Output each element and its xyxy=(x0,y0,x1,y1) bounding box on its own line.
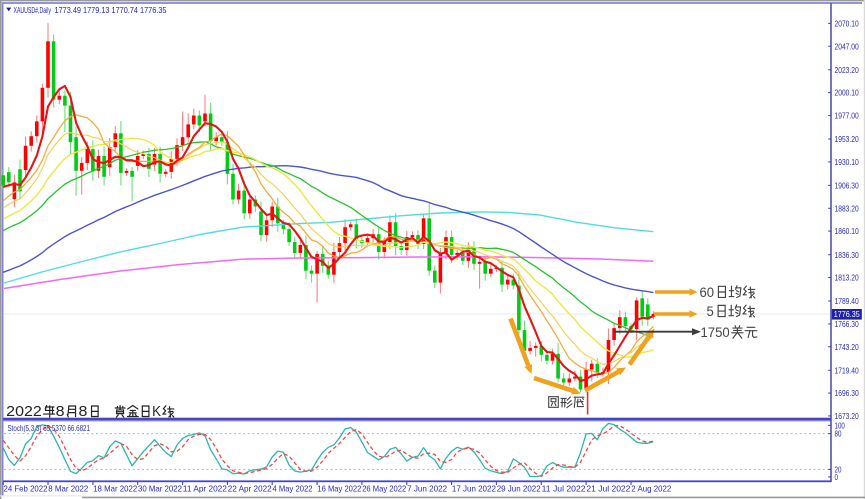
svg-text:K: K xyxy=(152,403,161,420)
svg-text:8: 8 xyxy=(56,403,65,420)
svg-text:1773.49 1779.13 1770.74 1776.3: 1773.49 1779.13 1770.74 1776.35 xyxy=(55,5,167,15)
svg-text:2000.10: 2000.10 xyxy=(835,88,859,98)
svg-text:8 Mar 2022: 8 Mar 2022 xyxy=(48,483,88,493)
svg-text:2 Aug 2022: 2 Aug 2022 xyxy=(631,483,671,493)
svg-text:22 Apr 2022: 22 Apr 2022 xyxy=(228,483,272,493)
svg-text:0: 0 xyxy=(835,472,839,482)
svg-text:2023.20: 2023.20 xyxy=(835,65,859,75)
svg-text:4 May 2022: 4 May 2022 xyxy=(273,483,313,493)
svg-text:1883.20: 1883.20 xyxy=(835,203,859,213)
svg-text:29 Jun 2022: 29 Jun 2022 xyxy=(497,483,541,493)
svg-text:1860.10: 1860.10 xyxy=(835,226,859,236)
svg-text:1750: 1750 xyxy=(701,325,730,340)
svg-text:21 Jul 2022: 21 Jul 2022 xyxy=(586,483,630,493)
svg-text:18 Mar 2022: 18 Mar 2022 xyxy=(93,483,137,493)
svg-text:5: 5 xyxy=(707,304,714,319)
svg-text:1789.40: 1789.40 xyxy=(835,296,859,306)
svg-text:1766.30: 1766.30 xyxy=(835,319,859,329)
svg-text:1906.30: 1906.30 xyxy=(835,181,859,191)
svg-text:Stoch(5,3,3) 65.5370 66.6821: Stoch(5,3,3) 65.5370 66.6821 xyxy=(8,423,91,433)
svg-text:7 Jun 2022: 7 Jun 2022 xyxy=(407,483,447,493)
svg-text:XAUUSD#,Daily: XAUUSD#,Daily xyxy=(14,5,52,15)
svg-text:1813.20: 1813.20 xyxy=(835,273,859,283)
svg-text:1836.30: 1836.30 xyxy=(835,250,859,260)
svg-text:1953.20: 1953.20 xyxy=(835,134,859,144)
svg-text:80: 80 xyxy=(835,429,842,439)
svg-text:100: 100 xyxy=(835,421,846,431)
svg-text:1930.10: 1930.10 xyxy=(835,157,859,167)
svg-text:60: 60 xyxy=(700,285,715,300)
svg-text:26 May 2022: 26 May 2022 xyxy=(362,483,406,493)
svg-text:1673.20: 1673.20 xyxy=(835,411,859,421)
svg-text:2022: 2022 xyxy=(6,403,42,420)
svg-text:1977.00: 1977.00 xyxy=(835,111,859,121)
svg-text:1696.30: 1696.30 xyxy=(835,388,859,398)
svg-text:2070.10: 2070.10 xyxy=(835,19,859,29)
svg-text:24 Feb 2022: 24 Feb 2022 xyxy=(4,483,48,493)
svg-text:20: 20 xyxy=(835,465,842,475)
svg-text:1776.35: 1776.35 xyxy=(834,309,860,319)
svg-text:8: 8 xyxy=(79,403,88,420)
svg-text:11 Jul 2022: 11 Jul 2022 xyxy=(542,483,586,493)
svg-text:11 Apr 2022: 11 Apr 2022 xyxy=(183,483,227,493)
svg-text:30 Mar 2022: 30 Mar 2022 xyxy=(138,483,182,493)
svg-text:1743.20: 1743.20 xyxy=(835,342,859,352)
svg-text:17 Jun 2022: 17 Jun 2022 xyxy=(452,483,496,493)
svg-text:16 May 2022: 16 May 2022 xyxy=(317,483,361,493)
svg-text:1719.40: 1719.40 xyxy=(835,365,859,375)
svg-text:2047.00: 2047.00 xyxy=(835,41,859,51)
